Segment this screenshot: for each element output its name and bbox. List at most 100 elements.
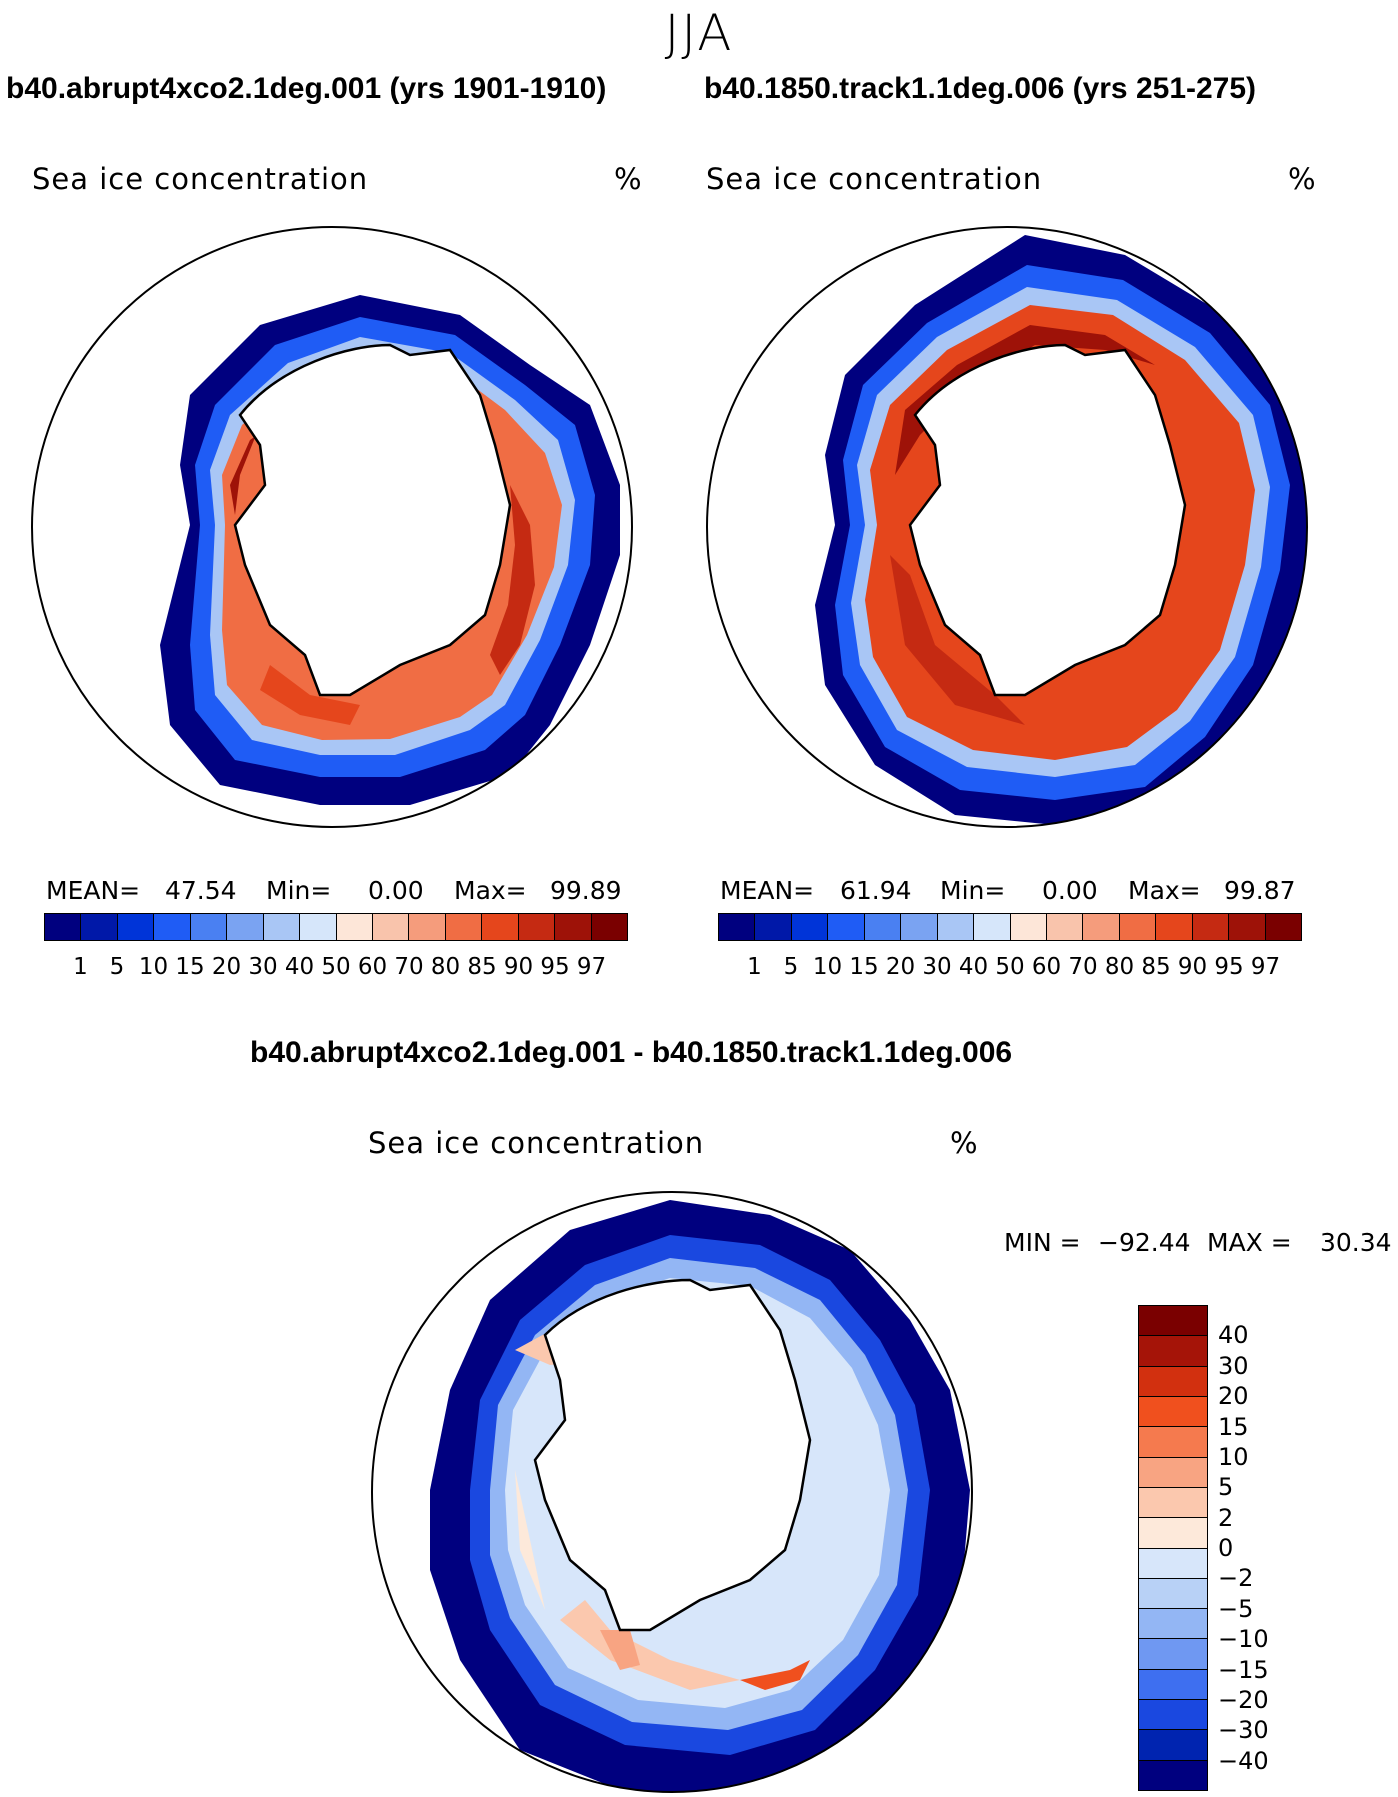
left-colorbar-swatch — [591, 914, 627, 940]
diff-colorbar-tick-label: −30 — [1218, 1716, 1269, 1745]
right-colorbar-tick-label: 80 — [1104, 954, 1135, 980]
diff-colorbar-swatch — [1139, 1396, 1207, 1428]
diff-colorbar-tick-label: −2 — [1218, 1564, 1254, 1593]
right-colorbar-swatch — [1192, 914, 1230, 940]
left-colorbar-swatch — [372, 914, 410, 940]
diff-colorbar-swatch — [1139, 1487, 1207, 1519]
diff-max-label: MAX = — [1207, 1228, 1292, 1257]
diff-colorbar-swatch — [1139, 1427, 1207, 1458]
right-units-label: % — [1288, 162, 1317, 196]
right-colorbar-tick-label: 15 — [849, 954, 879, 980]
right-colorbar-tick-label: 10 — [812, 954, 843, 980]
diff-colorbar-swatch — [1139, 1306, 1207, 1337]
diff-colorbar-swatch — [1139, 1669, 1207, 1701]
right-colorbar-swatch — [719, 914, 756, 940]
diff-colorbar-swatch — [1139, 1457, 1207, 1488]
right-variable-label: Sea ice concentration — [706, 162, 1043, 196]
diff-variable-label: Sea ice concentration — [368, 1126, 705, 1160]
left-colorbar-swatch — [336, 914, 373, 940]
left-variable-label: Sea ice concentration — [32, 162, 369, 196]
right-colorbar-swatch — [755, 914, 792, 940]
left-min-value: 0.00 — [368, 876, 424, 905]
right-polar-map — [706, 226, 1308, 828]
diff-colorbar-ticks: 40 30 20 15 10 5 2 0 −2 −5 −10 −15 −20 −30 −40 — [1218, 1305, 1298, 1791]
left-colorbar-tick-label: 40 — [284, 954, 315, 980]
left-colorbar-tick-label: 70 — [394, 954, 424, 980]
left-colorbar-tick-label: 30 — [248, 954, 278, 980]
diff-colorbar-tick-label: 40 — [1218, 1321, 1249, 1350]
left-colorbar-swatch — [190, 914, 228, 940]
left-colorbar-tick-label: 60 — [357, 954, 388, 980]
left-max-label: Max= — [454, 876, 527, 905]
diff-colorbar-tick-label: 15 — [1218, 1412, 1249, 1441]
left-colorbar-swatch — [555, 914, 592, 940]
right-max-value: 99.87 — [1224, 876, 1296, 905]
season-title: JJA — [664, 4, 734, 62]
right-colorbar-swatch — [1119, 914, 1157, 940]
left-colorbar-swatch — [300, 914, 337, 940]
right-max-label: Max= — [1128, 876, 1201, 905]
diff-colorbar-swatch — [1139, 1548, 1207, 1579]
diff-min-value: −92.44 — [1098, 1228, 1191, 1257]
diff-colorbar-swatch — [1139, 1609, 1207, 1640]
right-colorbar-tick-label: 20 — [885, 954, 916, 980]
right-colorbar-swatch — [864, 914, 902, 940]
right-mean-label: MEAN= — [720, 876, 815, 905]
diff-colorbar-tick-label: −15 — [1218, 1655, 1269, 1684]
left-colorbar-tick-label: 15 — [175, 954, 205, 980]
left-max-value: 99.89 — [550, 876, 622, 905]
diff-colorbar-swatch — [1139, 1518, 1207, 1549]
right-colorbar-swatch — [937, 914, 975, 940]
left-colorbar-swatch — [409, 914, 446, 940]
right-colorbar-swatch — [1046, 914, 1084, 940]
right-colorbar-tick-label: 60 — [1031, 954, 1062, 980]
diff-colorbar-tick-label: 2 — [1218, 1503, 1234, 1532]
left-colorbar-swatch — [445, 914, 483, 940]
right-colorbar-tick-label: 30 — [922, 954, 952, 980]
diff-colorbar-tick-label: 20 — [1218, 1382, 1249, 1411]
left-colorbar-tick-label: 80 — [430, 954, 461, 980]
right-colorbar-tick-label: 5 — [783, 954, 799, 980]
left-panel-title: b40.abrupt4xco2.1deg.001 (yrs 1901-1910) — [6, 72, 607, 105]
left-colorbar-tick-label: 1 — [73, 954, 88, 980]
diff-colorbar-tick-label: −40 — [1218, 1746, 1269, 1775]
right-mean-value: 61.94 — [840, 876, 912, 905]
right-colorbar-swatch — [828, 914, 865, 940]
diff-colorbar-swatch — [1139, 1639, 1207, 1670]
right-colorbar-tick-label: 1 — [747, 954, 762, 980]
left-colorbar-tick-label: 97 — [576, 954, 607, 980]
diff-polar-map — [371, 1191, 973, 1793]
left-colorbar — [44, 913, 628, 941]
right-colorbar-tick-label: 40 — [958, 954, 989, 980]
right-colorbar-swatch — [1083, 914, 1120, 940]
left-polar-map — [31, 226, 633, 828]
diff-colorbar-tick-label: 0 — [1218, 1534, 1234, 1562]
diff-panel-title: b40.abrupt4xco2.1deg.001 - b40.1850.trac… — [250, 1036, 1013, 1069]
diff-colorbar-tick-label: −10 — [1218, 1625, 1269, 1654]
right-colorbar-swatch — [901, 914, 938, 940]
diff-colorbar — [1138, 1305, 1208, 1791]
diff-colorbar-swatch — [1139, 1366, 1207, 1397]
diff-colorbar-tick-label: 5 — [1218, 1473, 1234, 1502]
right-min-value: 0.00 — [1042, 876, 1098, 905]
left-colorbar-swatch — [154, 914, 191, 940]
right-colorbar-tick-label: 97 — [1250, 954, 1281, 980]
left-mean-label: MEAN= — [46, 876, 141, 905]
left-colorbar-swatch — [263, 914, 301, 940]
left-colorbar-ticks: 1 5 10 15 20 30 40 50 60 70 80 85 90 95 97 — [44, 954, 628, 984]
left-colorbar-swatch — [227, 914, 264, 940]
left-colorbar-tick-label: 50 — [321, 954, 351, 980]
left-min-label: Min= — [266, 876, 332, 905]
diff-units-label: % — [950, 1126, 979, 1160]
left-colorbar-swatch — [518, 914, 556, 940]
right-panel-title: b40.1850.track1.1deg.006 (yrs 251-275) — [704, 72, 1257, 105]
diff-max-value: 30.34 — [1320, 1228, 1392, 1257]
diff-colorbar-tick-label: 10 — [1218, 1442, 1249, 1471]
left-colorbar-tick-label: 95 — [540, 954, 570, 980]
right-colorbar-tick-label: 50 — [995, 954, 1025, 980]
right-colorbar-swatch — [1265, 914, 1301, 940]
right-colorbar-tick-label: 90 — [1177, 954, 1208, 980]
diff-colorbar-swatch — [1139, 1760, 1207, 1790]
left-colorbar-swatch — [81, 914, 118, 940]
diff-colorbar-swatch — [1139, 1730, 1207, 1761]
